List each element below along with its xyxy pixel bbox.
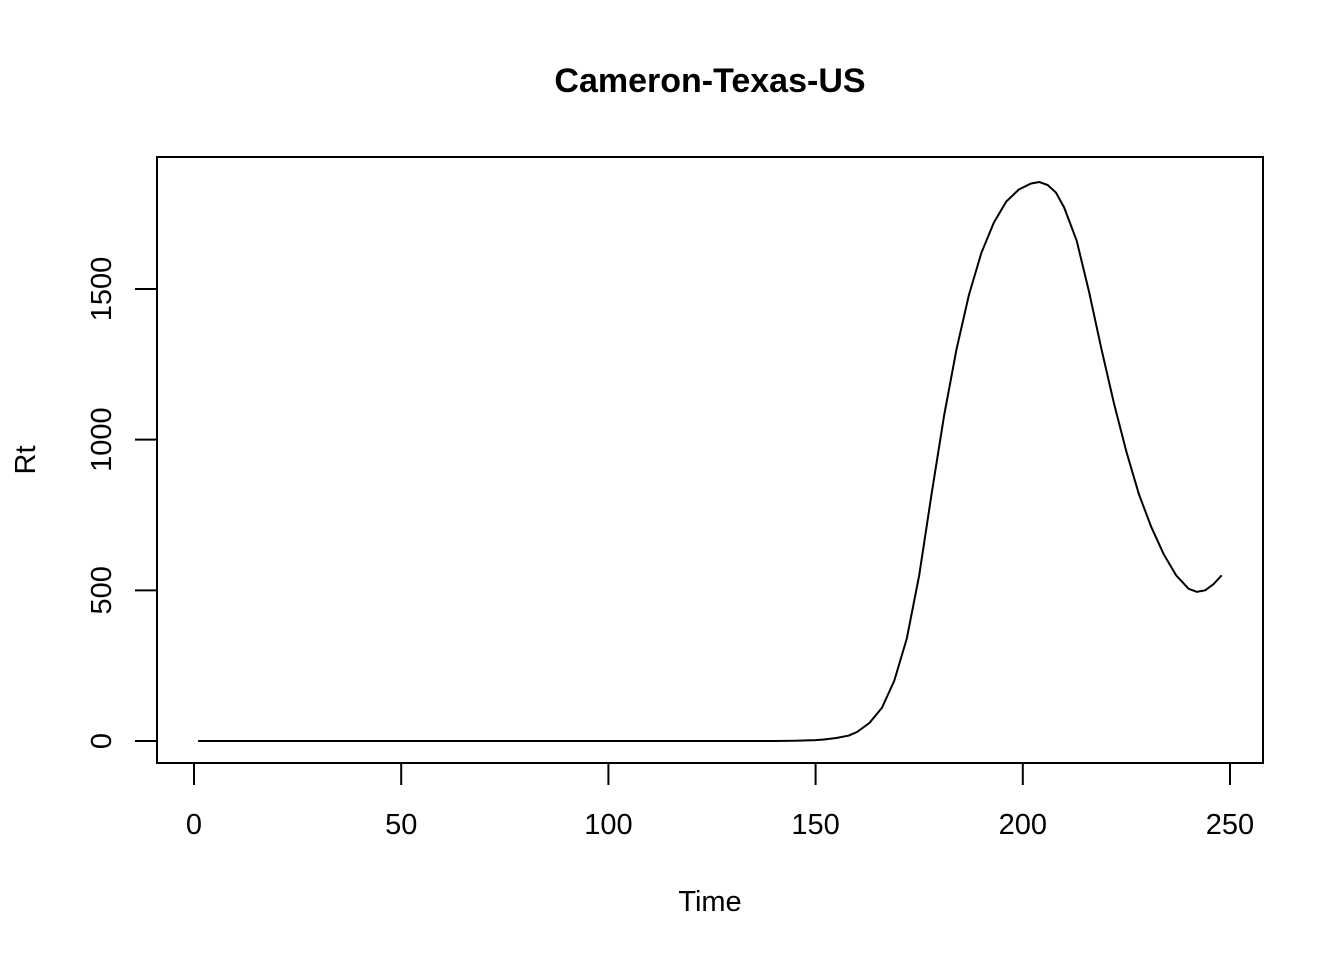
x-tick-label: 150 xyxy=(791,809,839,841)
chart-title: Cameron-Texas-US xyxy=(554,62,865,100)
y-tick-label: 1500 xyxy=(86,257,118,322)
y-tick-label: 1000 xyxy=(86,407,118,472)
x-tick-label: 200 xyxy=(999,809,1047,841)
x-tick-label: 250 xyxy=(1206,809,1254,841)
x-axis-label: Time xyxy=(678,886,741,918)
x-tick-label: 50 xyxy=(385,809,417,841)
series-line xyxy=(198,180,1223,742)
x-tick-label: 0 xyxy=(186,809,202,841)
y-tick-label: 0 xyxy=(86,733,118,749)
plot-frame xyxy=(156,156,1264,764)
y-axis-label: Rt xyxy=(10,446,42,475)
x-tick-label: 100 xyxy=(584,809,632,841)
y-tick-label: 500 xyxy=(86,566,118,614)
y-axis: 0 500 1000 1500 xyxy=(86,257,158,749)
x-axis: 0 50 100 150 200 250 xyxy=(186,762,1254,841)
